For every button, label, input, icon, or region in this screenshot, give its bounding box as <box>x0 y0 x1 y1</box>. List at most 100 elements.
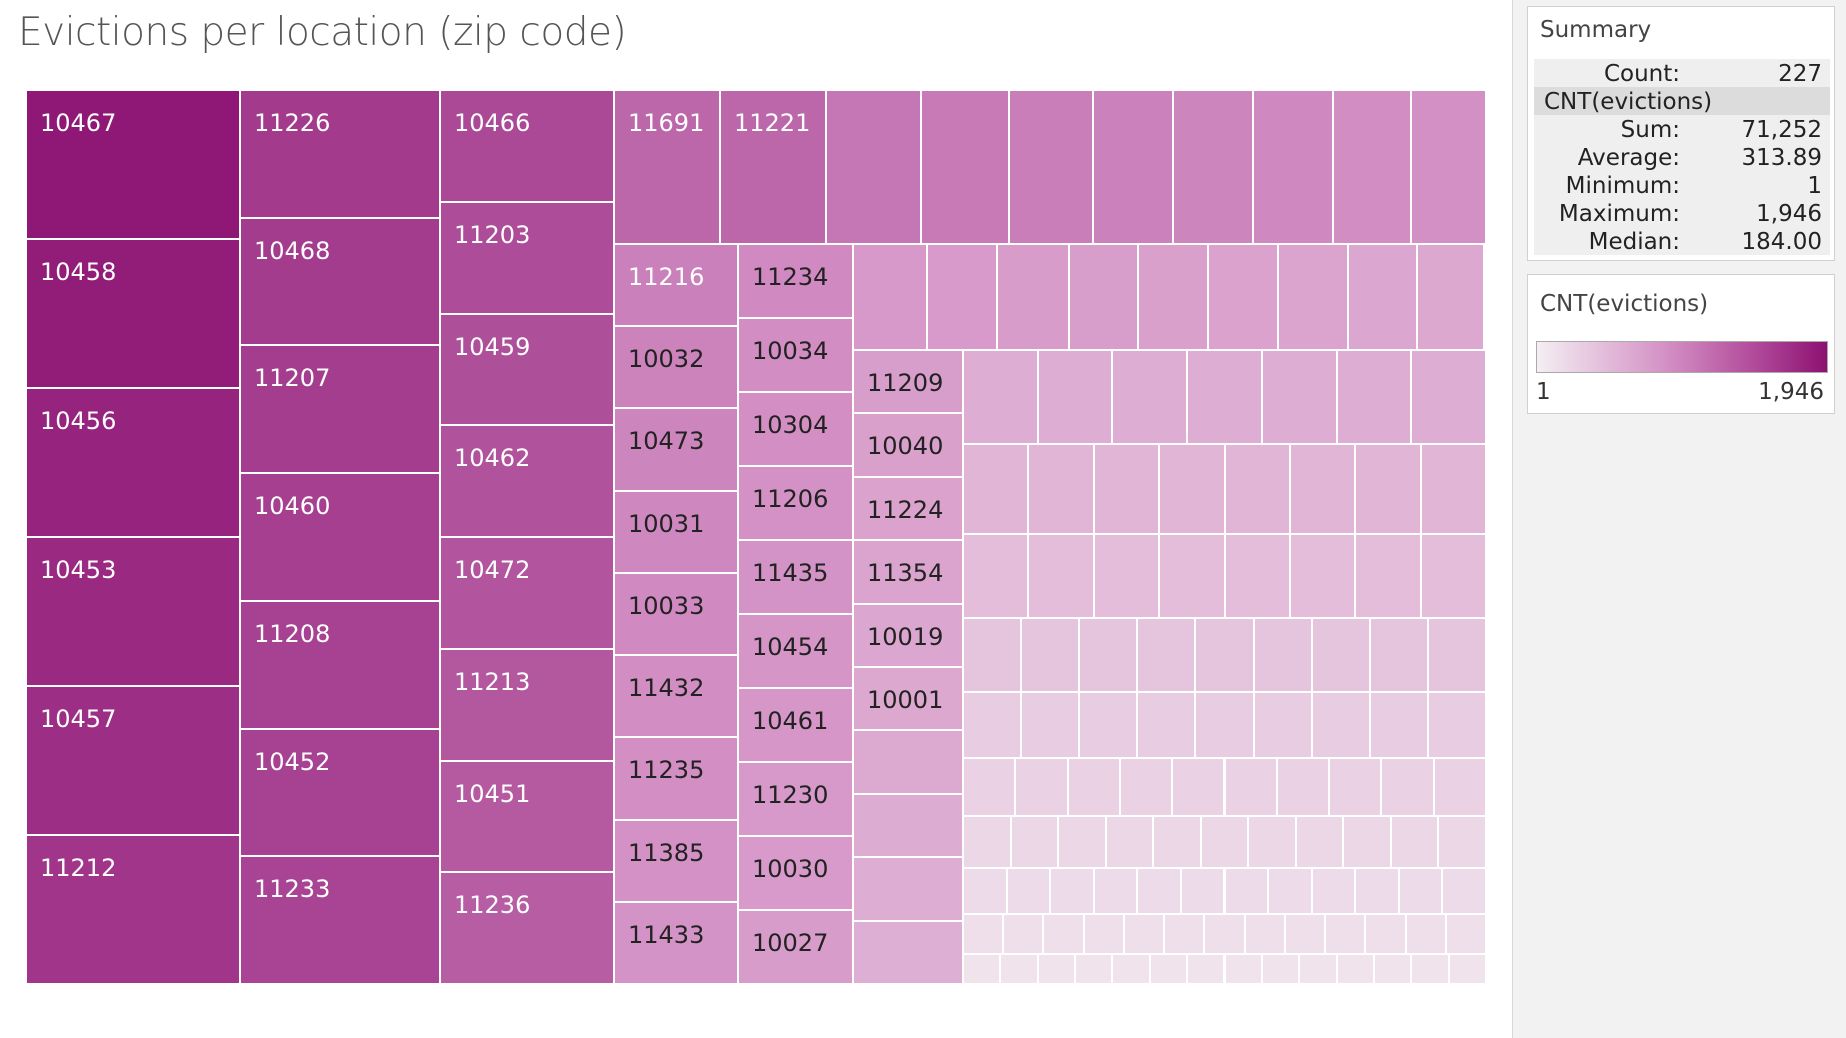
treemap-tile[interactable] <box>1295 816 1344 868</box>
treemap-tile[interactable] <box>1433 758 1486 816</box>
treemap-tile[interactable] <box>1311 618 1370 692</box>
treemap-tile-10031[interactable]: 10031 <box>614 490 738 573</box>
treemap-tile[interactable] <box>1021 618 1080 692</box>
treemap-tile[interactable] <box>1253 618 1312 692</box>
treemap-tile[interactable] <box>1075 954 1113 984</box>
treemap-tile[interactable] <box>826 90 921 244</box>
treemap-tile-11234[interactable]: 11234 <box>738 244 853 318</box>
treemap-tile[interactable] <box>853 244 927 350</box>
treemap-tile[interactable] <box>1365 914 1406 954</box>
treemap-tile[interactable] <box>1333 90 1411 244</box>
treemap-tile[interactable] <box>1187 954 1225 984</box>
treemap-tile-11209[interactable]: 11209 <box>853 350 963 414</box>
treemap-tile-11433[interactable]: 11433 <box>614 901 738 984</box>
treemap-tile-11208[interactable]: 11208 <box>240 600 440 729</box>
treemap-tile[interactable] <box>1261 350 1337 444</box>
treemap-tile-11224[interactable]: 11224 <box>853 476 963 541</box>
treemap-tile-11236[interactable]: 11236 <box>440 872 614 984</box>
treemap-tile-10019[interactable]: 10019 <box>853 603 963 667</box>
treemap-tile-10452[interactable]: 10452 <box>240 728 440 857</box>
treemap-tile-10034[interactable]: 10034 <box>738 318 853 392</box>
treemap-tile[interactable] <box>1187 350 1262 444</box>
treemap-tile-11221[interactable]: 11221 <box>720 90 826 244</box>
treemap-tile[interactable] <box>963 350 1038 444</box>
treemap-tile[interactable] <box>1411 350 1486 444</box>
treemap-tile[interactable] <box>1253 692 1312 758</box>
treemap-tile[interactable] <box>1411 954 1449 984</box>
treemap-tile[interactable] <box>1173 90 1253 244</box>
treemap-tile[interactable] <box>1159 444 1225 534</box>
treemap-tile[interactable] <box>1329 758 1382 816</box>
treemap-tile[interactable] <box>1069 244 1138 350</box>
treemap-tile[interactable] <box>1311 868 1356 914</box>
treemap-tile-11226[interactable]: 11226 <box>240 90 440 218</box>
treemap-tile[interactable] <box>1079 692 1138 758</box>
treemap-tile[interactable] <box>1028 444 1094 534</box>
treemap-tile-11207[interactable]: 11207 <box>240 345 440 474</box>
treemap[interactable]: 10467 10458 10456 10453 10457 11212 11226 10468… <box>26 90 1486 984</box>
treemap-tile-11435[interactable]: 11435 <box>738 540 853 614</box>
treemap-tile-11213[interactable]: 11213 <box>440 648 614 761</box>
treemap-tile[interactable] <box>1105 816 1154 868</box>
treemap-tile[interactable] <box>1381 758 1434 816</box>
treemap-tile-10001[interactable]: 10001 <box>853 667 963 731</box>
treemap-tile[interactable] <box>1093 444 1160 534</box>
treemap-tile[interactable] <box>1009 90 1093 244</box>
treemap-tile[interactable] <box>1083 914 1124 954</box>
treemap-tile[interactable] <box>1336 954 1374 984</box>
treemap-tile[interactable] <box>963 444 1029 534</box>
treemap-tile[interactable] <box>927 244 997 350</box>
treemap-tile[interactable] <box>1003 914 1044 954</box>
treemap-tile[interactable] <box>1369 692 1428 758</box>
treemap-tile[interactable] <box>1420 444 1486 534</box>
treemap-tile-10456[interactable]: 10456 <box>26 388 240 537</box>
treemap-tile[interactable] <box>1037 350 1113 444</box>
treemap-tile[interactable] <box>963 534 1029 618</box>
treemap-tile-10027[interactable]: 10027 <box>738 910 853 984</box>
treemap-tile-10473[interactable]: 10473 <box>614 408 738 491</box>
treemap-tile[interactable] <box>1224 534 1290 618</box>
treemap-tile[interactable] <box>1355 534 1421 618</box>
treemap-tile-11212[interactable]: 11212 <box>26 835 240 984</box>
treemap-tile[interactable] <box>1137 868 1181 914</box>
treemap-tile[interactable] <box>1137 692 1196 758</box>
treemap-tile[interactable] <box>1164 914 1205 954</box>
treemap-tile[interactable] <box>1343 816 1391 868</box>
treemap-tile[interactable] <box>1224 758 1277 816</box>
treemap-tile-11203[interactable]: 11203 <box>440 201 614 314</box>
treemap-tile[interactable] <box>963 868 1007 914</box>
treemap-tile[interactable] <box>853 793 963 858</box>
treemap-tile[interactable] <box>997 244 1069 350</box>
treemap-tile-10461[interactable]: 10461 <box>738 688 853 762</box>
treemap-tile[interactable] <box>1224 444 1290 534</box>
treemap-tile[interactable] <box>963 692 1022 758</box>
treemap-tile-11354[interactable]: 11354 <box>853 540 963 604</box>
treemap-tile[interactable] <box>1398 868 1443 914</box>
treemap-tile[interactable] <box>1325 914 1366 954</box>
treemap-tile[interactable] <box>963 954 1001 984</box>
treemap-tile[interactable] <box>1268 868 1312 914</box>
treemap-tile[interactable] <box>1137 618 1196 692</box>
treemap-tile[interactable] <box>1119 758 1173 816</box>
treemap-tile[interactable] <box>1058 816 1106 868</box>
treemap-tile-10453[interactable]: 10453 <box>26 537 240 686</box>
treemap-tile-10459[interactable]: 10459 <box>440 313 614 426</box>
treemap-tile[interactable] <box>1093 90 1173 244</box>
treemap-tile[interactable] <box>1208 244 1278 350</box>
treemap-tile-10454[interactable]: 10454 <box>738 614 853 688</box>
treemap-tile[interactable] <box>1015 758 1068 816</box>
treemap-tile[interactable] <box>1021 692 1080 758</box>
treemap-tile[interactable] <box>1442 868 1486 914</box>
treemap-tile[interactable] <box>1138 244 1208 350</box>
treemap-tile-10033[interactable]: 10033 <box>614 572 738 656</box>
treemap-tile-10032[interactable]: 10032 <box>614 326 738 409</box>
treemap-tile[interactable] <box>1195 692 1254 758</box>
treemap-tile[interactable] <box>1028 534 1094 618</box>
treemap-tile-11235[interactable]: 11235 <box>614 737 738 820</box>
treemap-tile-10468[interactable]: 10468 <box>240 217 440 346</box>
treemap-tile-11385[interactable]: 11385 <box>614 819 738 902</box>
treemap-tile-11216[interactable]: 11216 <box>614 244 738 327</box>
treemap-tile[interactable] <box>1417 244 1484 350</box>
treemap-tile[interactable] <box>1348 244 1417 350</box>
treemap-tile-10466[interactable]: 10466 <box>440 90 614 202</box>
